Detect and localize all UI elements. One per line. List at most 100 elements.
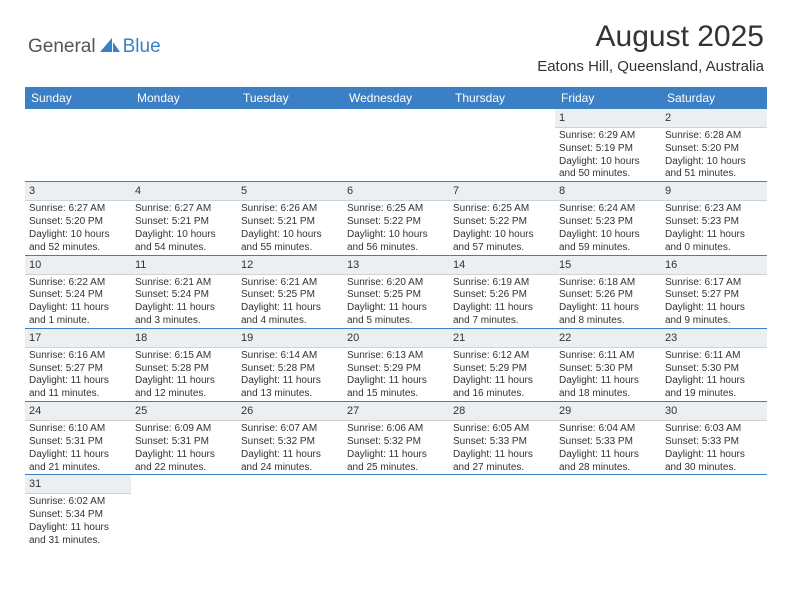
sunset-line: Sunset: 5:33 PM xyxy=(661,436,767,449)
day-cell: 4Sunrise: 6:27 AMSunset: 5:21 PMDaylight… xyxy=(131,182,237,254)
sunrise-line: Sunrise: 6:15 AM xyxy=(131,350,237,363)
sunrise-line: Sunrise: 6:02 AM xyxy=(25,496,131,509)
sunset-line: Sunset: 5:28 PM xyxy=(131,363,237,376)
sunrise-line: Sunrise: 6:22 AM xyxy=(25,277,131,290)
sunset-line: Sunset: 5:30 PM xyxy=(661,363,767,376)
sunrise-line: Sunrise: 6:25 AM xyxy=(343,203,449,216)
day-cell: 26Sunrise: 6:07 AMSunset: 5:32 PMDayligh… xyxy=(237,402,343,474)
sunrise-line: Sunrise: 6:20 AM xyxy=(343,277,449,290)
daylight-line-2: and 0 minutes. xyxy=(661,242,767,255)
day-number: 1 xyxy=(555,109,661,128)
daylight-line-1: Daylight: 11 hours xyxy=(449,449,555,462)
sunrise-line: Sunrise: 6:19 AM xyxy=(449,277,555,290)
daylight-line-2: and 21 minutes. xyxy=(25,462,131,475)
day-number: 16 xyxy=(661,256,767,275)
sunset-line: Sunset: 5:20 PM xyxy=(25,216,131,229)
daylight-line-1: Daylight: 11 hours xyxy=(661,449,767,462)
sunrise-line: Sunrise: 6:26 AM xyxy=(237,203,343,216)
empty-cell xyxy=(661,475,767,547)
day-cell: 19Sunrise: 6:14 AMSunset: 5:28 PMDayligh… xyxy=(237,329,343,401)
daylight-line-1: Daylight: 11 hours xyxy=(131,375,237,388)
empty-cell xyxy=(449,475,555,547)
header: General Blue August 2025 Eatons Hill, Qu… xyxy=(0,0,792,81)
day-number: 12 xyxy=(237,256,343,275)
sunset-line: Sunset: 5:29 PM xyxy=(449,363,555,376)
day-cell: 8Sunrise: 6:24 AMSunset: 5:23 PMDaylight… xyxy=(555,182,661,254)
sunrise-line: Sunrise: 6:14 AM xyxy=(237,350,343,363)
day-cell: 22Sunrise: 6:11 AMSunset: 5:30 PMDayligh… xyxy=(555,329,661,401)
daylight-line-1: Daylight: 10 hours xyxy=(343,229,449,242)
week-row: 3 Sunrise: 6:27 AMSunset: 5:20 PM Daylight… xyxy=(25,182,767,255)
daylight-line-2: and 24 minutes. xyxy=(237,462,343,475)
sunrise-line: Sunrise: 6:09 AM xyxy=(131,423,237,436)
daylight-line-2: and 30 minutes. xyxy=(661,462,767,475)
daylight-line-2: and 27 minutes. xyxy=(449,462,555,475)
day-number: 28 xyxy=(449,402,555,421)
empty-cell xyxy=(131,109,237,181)
sunrise-line: Sunrise: 6:28 AM xyxy=(661,130,767,143)
daylight-line-1: Daylight: 11 hours xyxy=(237,375,343,388)
sunrise-line: Sunrise: 6:21 AM xyxy=(131,277,237,290)
sunset-line: Sunset: 5:34 PM xyxy=(25,509,131,522)
daylight-line-1: Daylight: 11 hours xyxy=(661,375,767,388)
sunrise-line: Sunrise: 6:24 AM xyxy=(555,203,661,216)
daylight-line-2: and 54 minutes. xyxy=(131,242,237,255)
daylight-line-1: Daylight: 11 hours xyxy=(449,302,555,315)
daylight-line-2: and 31 minutes. xyxy=(25,535,131,548)
day-header: Thursday xyxy=(449,87,555,109)
calendar: SundayMondayTuesdayWednesdayThursdayFrid… xyxy=(24,87,768,548)
empty-cell xyxy=(555,475,661,547)
sunrise-line: Sunrise: 6:27 AM xyxy=(25,203,131,216)
sunset-line: Sunset: 5:21 PM xyxy=(131,216,237,229)
day-number: 6 xyxy=(343,182,449,201)
daylight-line-1: Daylight: 11 hours xyxy=(555,302,661,315)
day-cell: 6Sunrise: 6:25 AMSunset: 5:22 PMDaylight… xyxy=(343,182,449,254)
day-cell: 12Sunrise: 6:21 AMSunset: 5:25 PMDayligh… xyxy=(237,256,343,328)
week-row: 10Sunrise: 6:22 AMSunset: 5:24 PMDayligh… xyxy=(25,256,767,329)
daylight-line-2: and 1 minute. xyxy=(25,315,131,328)
day-cell: 17Sunrise: 6:16 AMSunset: 5:27 PMDayligh… xyxy=(25,329,131,401)
day-cell: 15Sunrise: 6:18 AMSunset: 5:26 PMDayligh… xyxy=(555,256,661,328)
sunrise-line: Sunrise: 6:12 AM xyxy=(449,350,555,363)
daylight-line-2: and 3 minutes. xyxy=(131,315,237,328)
daylight-line-2: and 19 minutes. xyxy=(661,388,767,401)
day-number: 25 xyxy=(131,402,237,421)
sunset-line: Sunset: 5:27 PM xyxy=(661,289,767,302)
day-header: Sunday xyxy=(25,87,131,109)
sunrise-line: Sunrise: 6:16 AM xyxy=(25,350,131,363)
empty-cell xyxy=(237,475,343,547)
title-block: August 2025 Eatons Hill, Queensland, Aus… xyxy=(537,20,764,75)
daylight-line-2: and 13 minutes. xyxy=(237,388,343,401)
day-number: 10 xyxy=(25,256,131,275)
daylight-line-1: Daylight: 11 hours xyxy=(237,302,343,315)
daylight-line-2: and 9 minutes. xyxy=(661,315,767,328)
daylight-line-1: Daylight: 10 hours xyxy=(449,229,555,242)
empty-cell xyxy=(449,109,555,181)
day-number: 27 xyxy=(343,402,449,421)
day-cell: 9Sunrise: 6:23 AMSunset: 5:23 PMDaylight… xyxy=(661,182,767,254)
sunrise-line: Sunrise: 6:03 AM xyxy=(661,423,767,436)
sunset-line: Sunset: 5:25 PM xyxy=(237,289,343,302)
daylight-line-2: and 15 minutes. xyxy=(343,388,449,401)
day-cell: 27Sunrise: 6:06 AMSunset: 5:32 PMDayligh… xyxy=(343,402,449,474)
daylight-line-1: Daylight: 11 hours xyxy=(25,449,131,462)
sunset-line: Sunset: 5:31 PM xyxy=(131,436,237,449)
day-number: 29 xyxy=(555,402,661,421)
day-number: 13 xyxy=(343,256,449,275)
day-number: 8 xyxy=(555,182,661,201)
sunset-line: Sunset: 5:23 PM xyxy=(555,216,661,229)
day-number: 11 xyxy=(131,256,237,275)
sunrise-line: Sunrise: 6:04 AM xyxy=(555,423,661,436)
sunset-line: Sunset: 5:33 PM xyxy=(449,436,555,449)
day-header: Friday xyxy=(555,87,661,109)
day-number: 23 xyxy=(661,329,767,348)
day-number: 31 xyxy=(25,475,131,494)
day-header: Saturday xyxy=(661,87,767,109)
day-number: 3 xyxy=(25,182,131,201)
day-number: 14 xyxy=(449,256,555,275)
day-cell: 10Sunrise: 6:22 AMSunset: 5:24 PMDayligh… xyxy=(25,256,131,328)
daylight-line-2: and 55 minutes. xyxy=(237,242,343,255)
day-cell: 13Sunrise: 6:20 AMSunset: 5:25 PMDayligh… xyxy=(343,256,449,328)
day-cell: 21Sunrise: 6:12 AMSunset: 5:29 PMDayligh… xyxy=(449,329,555,401)
sunrise-line: Sunrise: 6:11 AM xyxy=(661,350,767,363)
